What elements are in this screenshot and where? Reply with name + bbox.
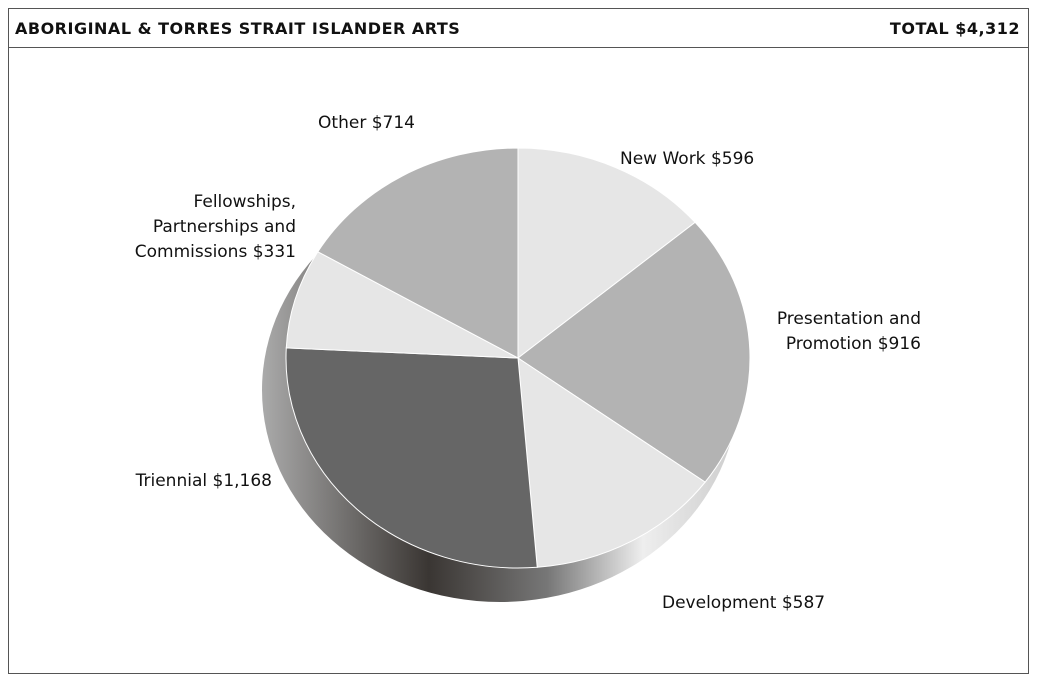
pie-slice — [285, 251, 519, 359]
slice-label: Triennial $1,168 — [136, 469, 272, 494]
slice-label: Other $714 — [318, 111, 415, 136]
value-label: $587 — [781, 593, 826, 613]
slice-label: Presentation and Promotion $916 — [711, 307, 921, 357]
pie-slice — [517, 147, 696, 360]
category-label: Triennial — [135, 471, 208, 491]
value-label: $596 — [710, 149, 755, 169]
value-label: $1,168 — [212, 471, 272, 491]
category-label: Fellowships, Partnerships and Commission… — [134, 192, 296, 262]
category-label: New Work — [620, 149, 706, 169]
slice-label: Fellowships, Partnerships and Commission… — [116, 190, 296, 265]
value-label: $916 — [877, 334, 921, 354]
chart-title: ABORIGINAL & TORRES STRAIT ISLANDER ARTS — [15, 19, 461, 38]
pie-slice — [285, 347, 538, 569]
category-label: Other — [318, 113, 367, 133]
pie-slice — [317, 147, 519, 359]
pie-slice — [517, 221, 751, 483]
chart-frame: ABORIGINAL & TORRES STRAIT ISLANDER ARTS… — [8, 8, 1029, 674]
slice-label: New Work $596 — [620, 147, 754, 172]
value-label: $714 — [371, 113, 415, 133]
category-label: Presentation and Promotion — [776, 309, 921, 354]
value-label: $331 — [252, 242, 296, 262]
total-label: TOTAL $4,312 — [889, 19, 1020, 38]
header: ABORIGINAL & TORRES STRAIT ISLANDER ARTS… — [9, 9, 1028, 48]
category-label: Development — [662, 593, 777, 613]
slice-label: Development $587 — [662, 591, 825, 616]
pie-slice — [517, 357, 706, 568]
